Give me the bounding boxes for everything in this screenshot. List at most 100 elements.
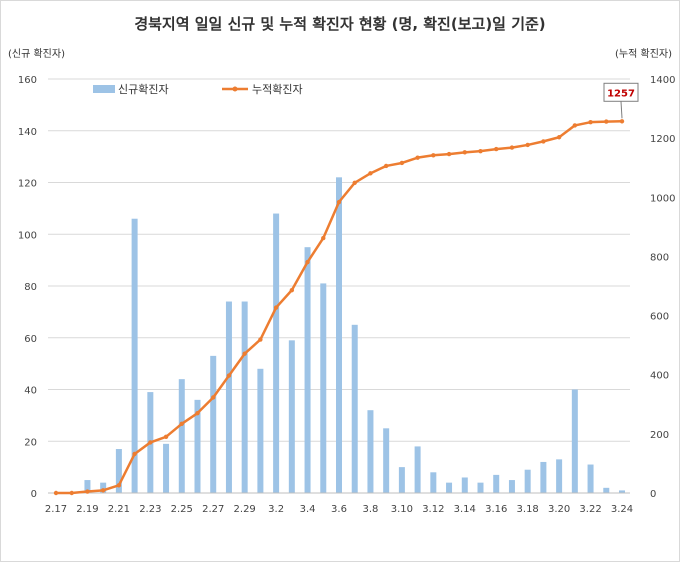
line-marker	[368, 171, 373, 176]
line-marker	[619, 119, 625, 124]
y-left-tick-label: 160	[18, 75, 37, 86]
y-left-tick-label: 0	[31, 489, 37, 500]
y-right-tick-label: 400	[650, 371, 669, 382]
line-marker	[258, 337, 263, 342]
line-marker	[415, 155, 420, 160]
line-marker	[431, 153, 436, 158]
y-right-tick-label: 1200	[650, 134, 675, 145]
bar	[414, 446, 421, 493]
chart-title: 경북지역 일일 신규 및 누적 확진자 현황 (명, 확진(보고)일 기준)	[134, 15, 545, 33]
y-right-tick-label: 1000	[650, 193, 675, 204]
line-marker	[116, 483, 122, 488]
bar	[320, 283, 327, 493]
line-marker	[100, 488, 106, 493]
line-marker	[305, 259, 310, 265]
x-tick-label: 3.18	[517, 504, 539, 515]
x-tick-label: 3.10	[391, 504, 413, 515]
y-right-tick-label: 800	[650, 252, 669, 263]
y-right-ticks: 0 200 400 600 800 1000 1200 1400	[650, 75, 675, 500]
bar	[398, 467, 405, 493]
bar	[446, 482, 453, 493]
y-left-axis-label: (신규 확진자)	[8, 48, 65, 60]
legend-line-marker	[232, 86, 238, 92]
bar	[367, 410, 374, 493]
bar	[430, 472, 437, 493]
bar	[587, 464, 594, 493]
bar	[383, 428, 390, 493]
y-right-tick-label: 0	[650, 489, 656, 500]
line-marker	[604, 119, 609, 124]
bar	[84, 480, 91, 493]
bar	[619, 490, 625, 493]
line-series-cumulative	[53, 119, 625, 496]
bar	[273, 213, 280, 494]
bar	[524, 469, 531, 493]
legend-bar-swatch	[93, 85, 115, 93]
bar	[178, 379, 185, 493]
bar	[210, 355, 217, 493]
line-marker	[541, 139, 546, 144]
y-left-tick-label: 80	[24, 282, 37, 293]
line-marker	[163, 434, 169, 440]
callout-leader	[620, 101, 623, 119]
bar	[257, 368, 264, 493]
line-marker	[85, 489, 90, 494]
bar	[571, 389, 578, 493]
x-tick-label: 3.12	[422, 504, 444, 515]
line-marker	[399, 160, 405, 166]
y-right-tick-label: 1400	[650, 75, 675, 86]
line-marker	[242, 351, 247, 356]
line-marker	[525, 142, 530, 148]
line-marker	[478, 148, 483, 154]
x-tick-label: 2.17	[45, 504, 67, 515]
bar	[304, 247, 311, 493]
y-left-tick-label: 120	[18, 179, 37, 190]
line-marker	[383, 163, 389, 169]
bar	[493, 474, 500, 493]
line-marker	[446, 151, 452, 157]
legend: 신규확진자 누적확진자	[93, 83, 303, 96]
line-marker	[336, 199, 342, 205]
line-marker	[226, 373, 232, 378]
x-tick-label: 2.27	[202, 504, 224, 515]
line-marker	[588, 119, 593, 125]
y-left-ticks: 0 20 40 60 80 100 120 140 160	[18, 75, 37, 500]
line-marker	[509, 145, 515, 150]
x-tick-label: 3.20	[548, 504, 570, 515]
line-marker	[53, 490, 59, 496]
line-marker	[289, 287, 295, 293]
bar	[556, 459, 563, 493]
x-tick-label: 2.23	[139, 504, 161, 515]
bar	[100, 482, 107, 493]
line-marker	[69, 490, 74, 496]
x-tick-label: 3.6	[331, 504, 347, 515]
y-right-tick-label: 200	[650, 430, 669, 441]
bar	[603, 487, 610, 493]
bar	[241, 301, 248, 493]
line-marker	[195, 410, 200, 416]
line-marker	[352, 180, 357, 185]
x-tick-label: 2.19	[76, 504, 98, 515]
bar	[131, 218, 138, 493]
bar	[508, 480, 515, 493]
line-marker	[273, 305, 279, 310]
line-marker	[148, 440, 153, 445]
line-marker	[179, 421, 184, 427]
x-tick-label: 3.2	[268, 504, 284, 515]
bar	[288, 340, 295, 493]
x-tick-label: 3.24	[611, 504, 633, 515]
bar	[461, 477, 468, 493]
y-left-tick-label: 60	[24, 334, 37, 345]
y-left-tick-label: 40	[24, 386, 37, 397]
bar	[163, 443, 170, 493]
y-right-tick-label: 600	[650, 312, 669, 323]
bar	[225, 301, 232, 493]
line-marker	[572, 123, 578, 128]
x-tick-label: 3.8	[362, 504, 378, 515]
y-left-tick-label: 140	[18, 127, 37, 138]
line-marker	[321, 235, 326, 241]
y-right-axis-label: (누적 확진자)	[615, 48, 672, 60]
x-tick-label: 2.29	[234, 504, 256, 515]
line-marker	[494, 146, 499, 152]
